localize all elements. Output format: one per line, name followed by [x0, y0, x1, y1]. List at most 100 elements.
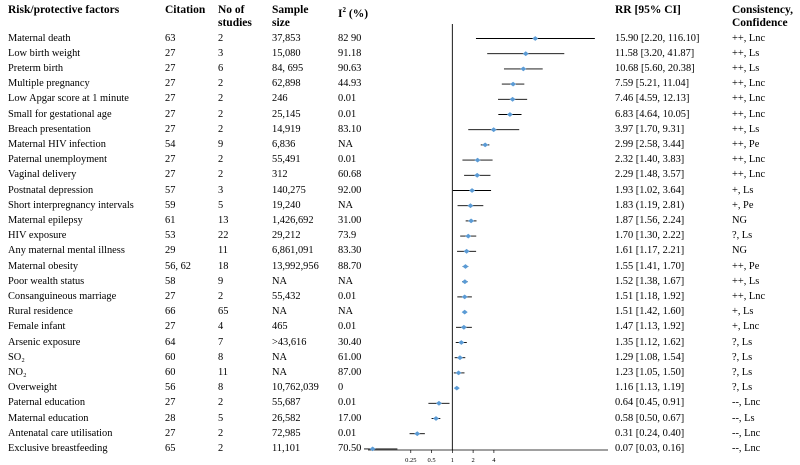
- studies-cell: 8: [218, 382, 224, 394]
- rr-ci-cell: 7.46 [4.59, 12.13]: [615, 93, 690, 105]
- rr-point-marker: [474, 172, 481, 178]
- rr-ci-cell: 1.70 [1.30, 2.22]: [615, 230, 685, 242]
- sample-size-cell: 37,853: [272, 32, 301, 44]
- i2-cell: 88.70: [338, 260, 362, 272]
- factor-cell: Maternal HIV infection: [8, 138, 106, 150]
- header-risk-factors: Risk/protective factors: [8, 4, 120, 16]
- sample-size-cell: 13,992,956: [272, 260, 319, 272]
- citation-cell: 61: [165, 214, 176, 226]
- citation-cell: 27: [165, 169, 176, 181]
- citation-cell: 63: [165, 32, 176, 44]
- i2-cell: 0: [338, 382, 344, 394]
- i2-cell: 0.01: [338, 427, 357, 439]
- citation-cell: 27: [165, 321, 176, 333]
- sample-size-cell: 1,426,692: [272, 214, 314, 226]
- header-sample-size: Sample size: [272, 4, 308, 30]
- sample-size-cell: 72,985: [272, 427, 301, 439]
- consistency-cell: ++, Lnc: [732, 32, 766, 44]
- rr-ci-cell: 1.93 [1.02, 3.64]: [615, 184, 685, 196]
- sample-size-cell: 84, 695: [272, 62, 304, 74]
- rr-point-marker: [467, 203, 474, 209]
- rr-point-marker: [465, 233, 472, 239]
- consistency-cell: ++, Ls: [732, 275, 760, 287]
- rr-ci-cell: 2.99 [2.58, 3.44]: [615, 138, 685, 150]
- citation-cell: 53: [165, 230, 176, 242]
- studies-cell: 11: [218, 366, 229, 378]
- consistency-cell: ++, Lnc: [732, 78, 766, 90]
- consistency-cell: ++, Ls: [732, 123, 760, 135]
- x-tick-label: 0.5: [427, 457, 435, 464]
- consistency-cell: ++, Pe: [732, 138, 760, 150]
- rr-point-marker: [461, 279, 468, 285]
- rr-ci-cell: 1.51 [1.42, 1.60]: [615, 306, 685, 318]
- citation-cell: 27: [165, 123, 176, 135]
- factor-cell: SO₂: [8, 351, 25, 363]
- rr-point-marker: [509, 96, 516, 102]
- citation-cell: 64: [165, 336, 176, 348]
- rr-ci-cell: 1.35 [1.12, 1.62]: [615, 336, 685, 348]
- factor-cell: NO₂: [8, 366, 27, 378]
- factor-cell: Exclusive breastfeeding: [8, 442, 108, 454]
- rr-ci-cell: 0.64 [0.45, 0.91]: [615, 397, 685, 409]
- rr-point-marker: [506, 112, 513, 117]
- rr-ci-cell: 1.47 [1.13, 1.92]: [615, 321, 685, 333]
- rr-point-marker: [520, 66, 527, 72]
- consistency-cell: --, Lnc: [732, 397, 761, 409]
- consistency-cell: NG: [732, 245, 748, 257]
- consistency-cell: NG: [732, 214, 748, 226]
- rr-point-marker: [461, 309, 468, 315]
- i2-cell: 87.00: [338, 366, 362, 378]
- citation-cell: 27: [165, 93, 176, 105]
- sample-size-cell: 29,212: [272, 230, 301, 242]
- studies-cell: 2: [218, 290, 224, 302]
- rr-point-marker: [482, 142, 489, 148]
- rr-point-marker: [460, 324, 467, 330]
- citation-cell: 59: [165, 199, 176, 211]
- sample-size-cell: 11,101: [272, 442, 301, 454]
- rr-ci-cell: 0.58 [0.50, 0.67]: [615, 412, 685, 424]
- header-studies-line1: No of: [218, 4, 245, 16]
- citation-cell: 27: [165, 108, 176, 120]
- consistency-cell: ?, Ls: [732, 382, 753, 394]
- factor-cell: Paternal education: [8, 397, 86, 409]
- x-tick-label: 1: [451, 457, 454, 464]
- sample-size-cell: 55,687: [272, 397, 301, 409]
- sample-size-cell: 465: [272, 321, 288, 333]
- consistency-cell: ?, Ls: [732, 336, 753, 348]
- i2-cell: NA: [338, 275, 354, 287]
- factor-cell: Any maternal mental illness: [8, 245, 125, 257]
- studies-cell: 11: [218, 245, 229, 257]
- studies-cell: 2: [218, 93, 224, 105]
- studies-cell: 4: [218, 321, 224, 333]
- studies-cell: 2: [218, 78, 224, 90]
- consistency-cell: ?, Ls: [732, 230, 753, 242]
- header-i2-letter: I: [338, 7, 343, 20]
- i2-cell: 0.01: [338, 93, 357, 105]
- consistency-cell: --, Lnc: [732, 427, 761, 439]
- citation-cell: 54: [165, 138, 176, 150]
- rr-point-marker: [456, 355, 463, 361]
- i2-cell: 92.00: [338, 184, 362, 196]
- i2-cell: 60.68: [338, 169, 362, 181]
- sample-size-cell: 25,145: [272, 108, 301, 120]
- factor-cell: Maternal epilepsy: [8, 214, 83, 226]
- header-rr: RR [95% CI]: [615, 4, 681, 16]
- factor-cell: Consanguineous marriage: [8, 290, 117, 302]
- rr-point-marker: [369, 446, 376, 452]
- i2-cell: 90.63: [338, 62, 362, 74]
- citation-cell: 66: [165, 306, 176, 318]
- factor-cell: Rural residence: [8, 306, 73, 318]
- studies-cell: 13: [218, 214, 229, 226]
- sample-size-cell: NA: [272, 366, 288, 378]
- i2-cell: 30.40: [338, 336, 362, 348]
- factor-cell: Overweight: [8, 382, 58, 394]
- rr-point-marker: [461, 294, 468, 300]
- rr-point-marker: [522, 51, 529, 57]
- factor-cell: Short interpregnancy intervals: [8, 199, 134, 211]
- header-i2-suffix: (%): [345, 7, 369, 20]
- consistency-cell: ?, Ls: [732, 366, 753, 378]
- factor-cell: Breach presentation: [8, 123, 91, 135]
- i2-cell: 61.00: [338, 351, 362, 363]
- rr-ci-cell: 2.32 [1.40, 3.83]: [615, 154, 685, 166]
- rr-point-marker: [469, 188, 476, 193]
